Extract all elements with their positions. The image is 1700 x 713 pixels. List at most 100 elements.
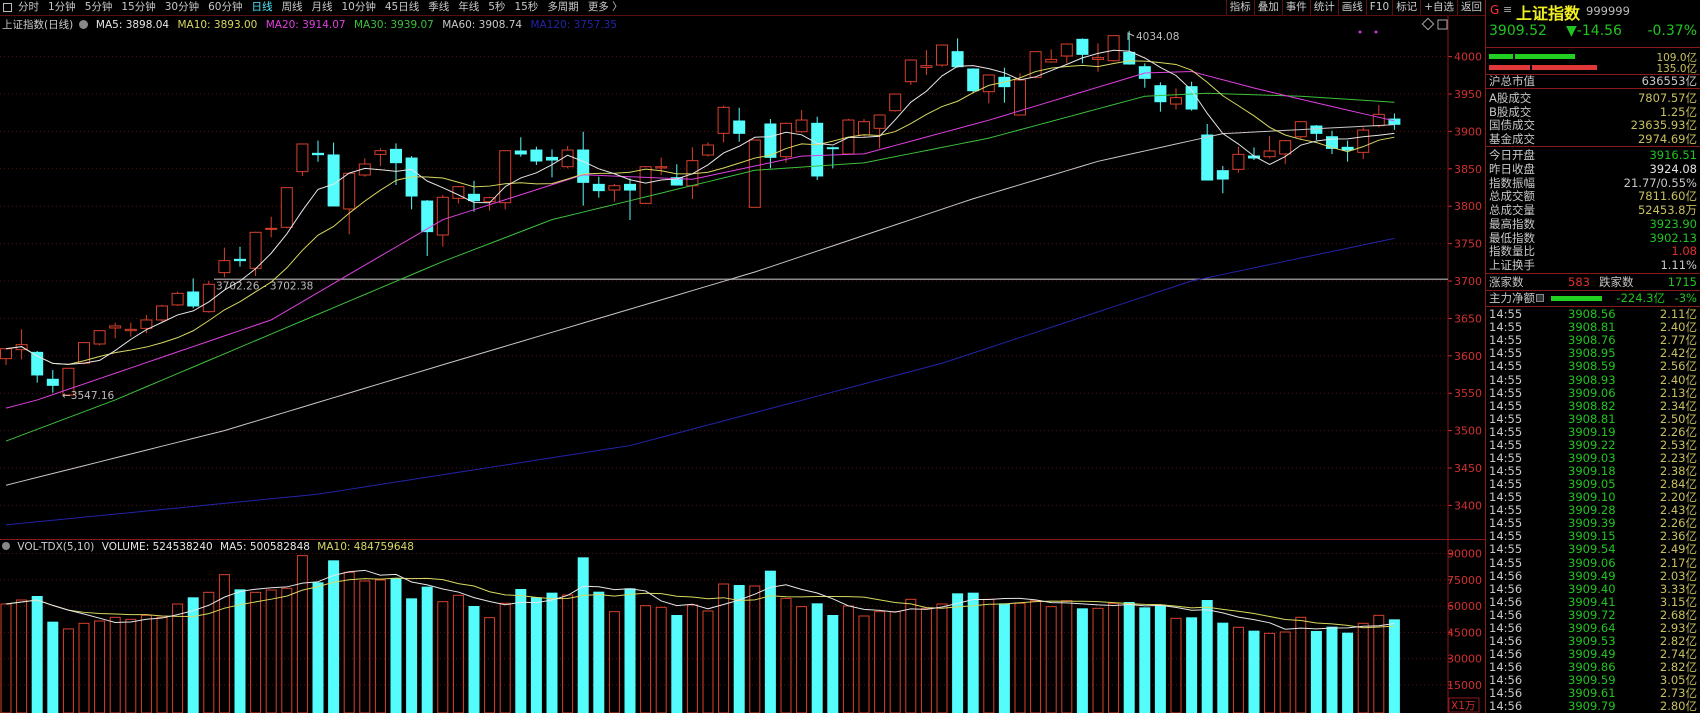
price-tick-label: 3550 [1454, 387, 1482, 400]
toolbar-button[interactable]: +自选 [1420, 0, 1457, 16]
tick-row: 14:55 3909.06 2.13亿 [1489, 385, 1697, 400]
period-tab[interactable]: 周线 [281, 1, 303, 13]
candle-body [124, 328, 137, 332]
main-flow-bar [1551, 296, 1602, 301]
tick-time: 14:55 [1489, 398, 1523, 413]
volume-bar [109, 616, 121, 713]
buy-amount: 109.0亿 [1656, 52, 1697, 64]
market-cap-row: 沪总市值 636553亿 [1489, 74, 1697, 88]
candle-body [31, 351, 44, 376]
menu-icon[interactable]: ≡ [1503, 3, 1513, 16]
toolbar-button[interactable]: 标记 [1392, 0, 1420, 16]
sell-amount: 135.0亿 [1656, 63, 1697, 75]
stat-label: 最高指数 [1489, 216, 1535, 231]
tick-price: 3909.64 [1568, 620, 1616, 635]
tick-price: 3908.95 [1568, 346, 1616, 361]
tick-price: 3909.49 [1568, 647, 1616, 662]
tick-price: 3909.39 [1568, 516, 1616, 531]
kline-chart[interactable]: 4000 3950 3900 3850 3800 3750 3700 3650 3600 3550… [0, 0, 1485, 713]
tick-price: 3909.28 [1568, 503, 1616, 518]
tick-row: 14:55 3909.54 2.49亿 [1489, 543, 1697, 556]
ma120-line [5, 237, 1395, 526]
panel-toggle-icon[interactable] [3, 3, 12, 12]
candle-body [889, 93, 902, 112]
tick-time: 14:56 [1489, 594, 1523, 609]
volume-bar [1076, 608, 1088, 713]
period-tab[interactable]: 多周期 [547, 1, 579, 13]
candle-body [1123, 51, 1136, 65]
volume-bar [484, 617, 496, 713]
volume-bar [16, 599, 28, 713]
volume-bar [796, 606, 808, 713]
toolbar-button[interactable]: 画线 [1337, 0, 1366, 16]
toolbar-button[interactable]: 返回 [1457, 0, 1485, 16]
period-tab[interactable]: 15秒 [514, 1, 539, 13]
stat-label: 指数振幅 [1489, 175, 1535, 190]
period-tab[interactable]: 日线 [251, 1, 273, 13]
volume-bar [1232, 626, 1244, 713]
volume-bar [686, 604, 698, 713]
turnover-label: 国债成交 [1489, 118, 1535, 133]
legend-ma120: MA120: 3757.35 [530, 19, 618, 31]
tick-time: 14:55 [1489, 516, 1523, 531]
main-flow-row: 主力净额 -224.3亿 -3% [1489, 291, 1697, 305]
tick-volume: 3.15亿 [1659, 594, 1697, 609]
candle-body [265, 227, 278, 230]
stat-value: 52453.8万 [1637, 203, 1697, 217]
tick-volume: 2.93亿 [1659, 620, 1697, 635]
period-tab[interactable]: 10分钟 [341, 1, 376, 13]
volume-bar [281, 587, 293, 713]
period-tab[interactable]: 季线 [428, 1, 450, 13]
candle-body [93, 330, 106, 345]
candle-body [873, 114, 886, 129]
tick-row: 14:56 3909.79 2.80亿 [1489, 700, 1697, 713]
period-tab[interactable]: 更多 〉 [587, 1, 623, 13]
toolbar-button[interactable]: 指标 [1225, 0, 1254, 16]
tick-volume: 2.73亿 [1659, 686, 1697, 701]
candle-body [1232, 153, 1245, 170]
volume-bar [562, 594, 574, 713]
period-tab[interactable]: 分时 [18, 1, 39, 13]
price-tick-label: 3850 [1454, 163, 1482, 176]
period-tab[interactable]: 1分钟 [48, 1, 76, 13]
tick-price: 3908.76 [1568, 333, 1616, 348]
period-tab[interactable]: 45日线 [384, 1, 420, 13]
price-tick-label: 3950 [1454, 88, 1482, 101]
stat-value: 1.11% [1660, 258, 1697, 272]
period-tab[interactable]: 15分钟 [121, 1, 156, 13]
tick-row: 14:55 3909.22 2.53亿 [1489, 438, 1697, 452]
toolbar-button[interactable]: 事件 [1281, 0, 1310, 16]
candle-body [1076, 38, 1089, 55]
period-tab[interactable]: 5秒 [488, 1, 506, 13]
stat-label: 指数量比 [1489, 244, 1535, 259]
volume-bar [858, 615, 870, 713]
period-tab[interactable]: 月线 [311, 1, 333, 13]
info-icon[interactable] [1536, 294, 1544, 302]
settings-icon[interactable] [2, 542, 10, 550]
tick-time: 14:56 [1489, 581, 1523, 596]
quote-flag: G [1490, 3, 1500, 17]
candle-body [1388, 118, 1401, 125]
tick-price: 3909.41 [1568, 594, 1616, 609]
volume-bar [1248, 630, 1260, 713]
period-tab[interactable]: 30分钟 [164, 1, 200, 13]
divider [1486, 47, 1700, 48]
tick-volume: 2.11亿 [1659, 307, 1697, 322]
stat-row: 上证换手 1.11% [1489, 258, 1697, 272]
candle-body [234, 258, 246, 262]
toolbar-button[interactable]: F10 [1365, 0, 1392, 16]
toolbar-button[interactable]: 统计 [1309, 0, 1338, 16]
settings-icon[interactable] [78, 20, 88, 29]
period-tab[interactable]: 5分钟 [84, 1, 113, 13]
volume-bar [406, 598, 418, 713]
volume-bar [967, 592, 979, 713]
tick-price: 3909.06 [1568, 385, 1616, 400]
period-tab[interactable]: 年线 [458, 1, 480, 13]
candle-body [1170, 97, 1182, 105]
tick-price: 3909.79 [1568, 699, 1616, 713]
toolbar-button[interactable]: 叠加 [1253, 0, 1282, 16]
period-tab[interactable]: 60分钟 [208, 1, 243, 13]
candle-body [296, 143, 309, 173]
volume-bar [936, 603, 948, 713]
volume-bar [1357, 622, 1369, 713]
